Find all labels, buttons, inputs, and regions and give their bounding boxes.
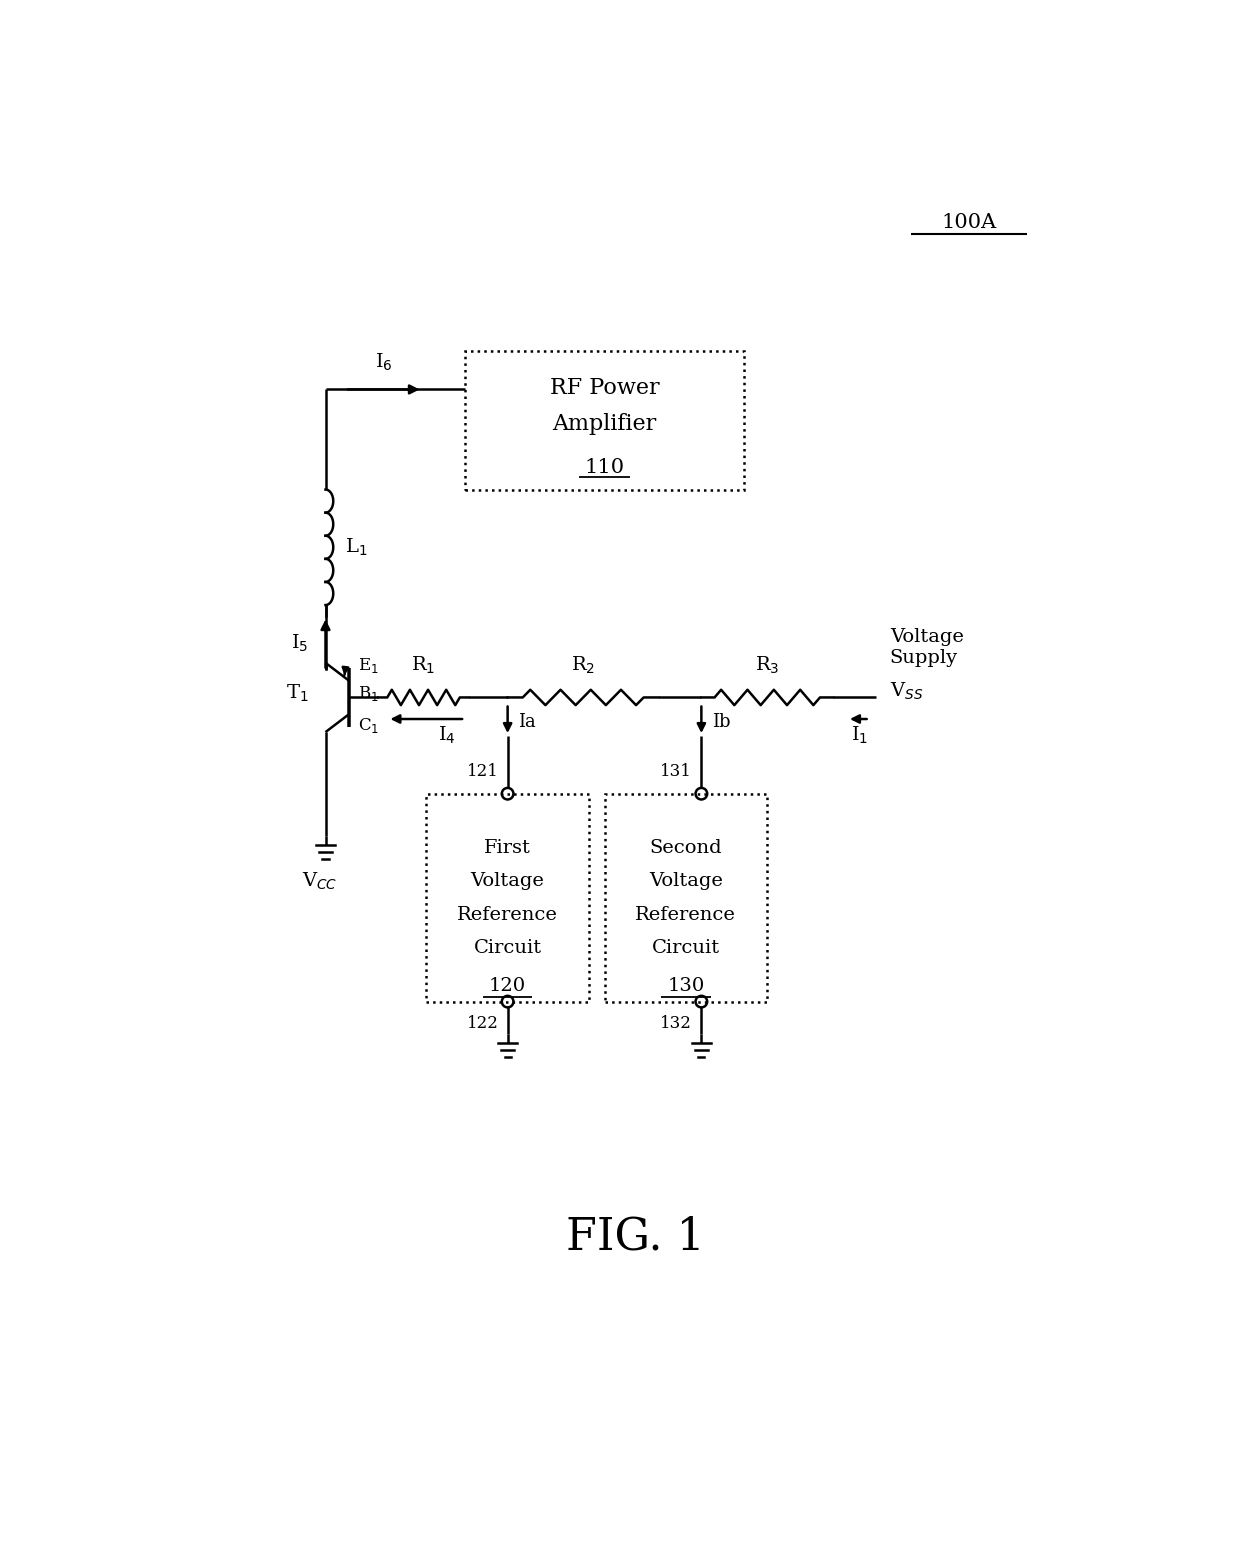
Text: 131: 131 [660, 763, 692, 780]
Bar [465, 351, 744, 490]
Text: V$_{CC}$: V$_{CC}$ [301, 871, 337, 891]
Text: Voltage: Voltage [649, 871, 723, 890]
Text: 110: 110 [584, 459, 625, 477]
Text: Circuit: Circuit [474, 939, 542, 956]
Text: B$_1$: B$_1$ [358, 684, 378, 703]
Text: Voltage: Voltage [471, 871, 544, 890]
Text: 130: 130 [667, 976, 704, 995]
Text: R$_2$: R$_2$ [572, 655, 595, 675]
Text: 122: 122 [466, 1015, 498, 1032]
Text: T$_1$: T$_1$ [286, 683, 309, 705]
Text: Voltage
Supply: Voltage Supply [890, 627, 963, 667]
Text: Ia: Ia [518, 714, 536, 731]
Text: 132: 132 [660, 1015, 692, 1032]
Text: R$_3$: R$_3$ [755, 655, 780, 675]
Text: I$_4$: I$_4$ [438, 725, 455, 746]
Text: 100A: 100A [941, 213, 997, 232]
Text: RF Power: RF Power [549, 377, 660, 399]
Text: First: First [484, 839, 531, 856]
Text: I$_1$: I$_1$ [851, 725, 868, 746]
Text: 120: 120 [489, 976, 526, 995]
Text: I$_6$: I$_6$ [374, 351, 393, 372]
Text: Reference: Reference [458, 905, 558, 924]
Text: 121: 121 [466, 763, 498, 780]
Text: V$_{SS}$: V$_{SS}$ [890, 681, 923, 701]
Bar [427, 794, 589, 1001]
Text: Amplifier: Amplifier [552, 413, 657, 436]
Text: C$_1$: C$_1$ [358, 717, 379, 735]
Text: I$_5$: I$_5$ [291, 633, 309, 654]
Text: L$_1$: L$_1$ [345, 536, 367, 558]
Text: Second: Second [650, 839, 722, 856]
Text: R$_1$: R$_1$ [412, 655, 435, 675]
Text: FIG. 1: FIG. 1 [567, 1214, 704, 1258]
Text: Ib: Ib [712, 714, 730, 731]
Text: Reference: Reference [635, 905, 737, 924]
Text: Circuit: Circuit [652, 939, 720, 956]
Text: E$_1$: E$_1$ [358, 655, 378, 675]
Bar [605, 794, 768, 1001]
